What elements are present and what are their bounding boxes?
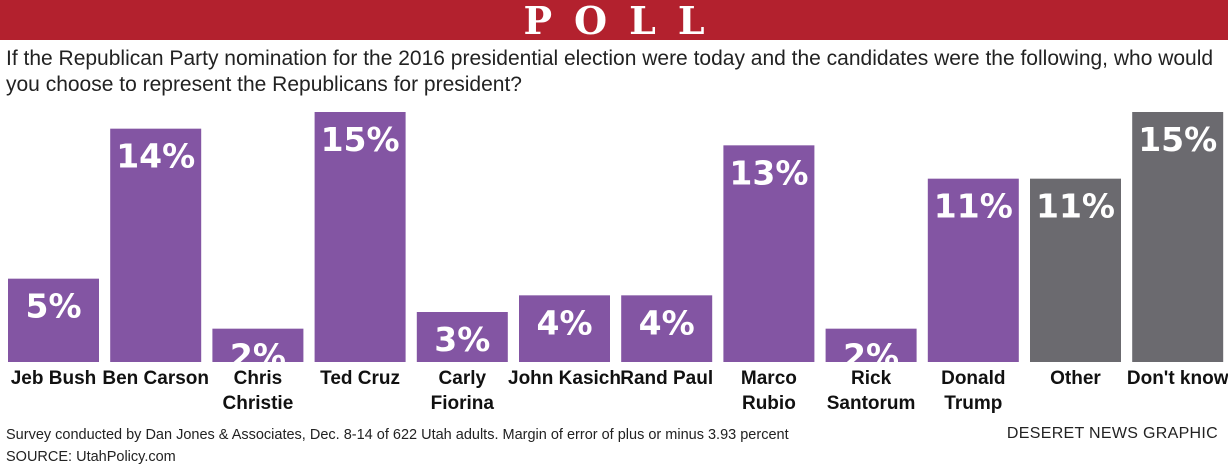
bar <box>212 328 304 362</box>
banner-title: POLL <box>523 0 727 43</box>
category-label: Carly Fiorina <box>431 368 495 414</box>
bar-value-label: 15% <box>1138 120 1217 159</box>
bar <box>927 178 1019 362</box>
category-label: Rick Santorum <box>827 368 916 414</box>
category-label: Other <box>1050 368 1101 389</box>
bar <box>416 312 508 362</box>
bar-value-label: 4% <box>639 303 695 342</box>
bar <box>110 128 202 362</box>
bar-value-label: 13% <box>729 153 808 192</box>
bar-value-label: 2% <box>230 337 286 376</box>
source-note: SOURCE: UtahPolicy.com <box>6 449 176 465</box>
category-label: Don't know <box>1127 368 1228 389</box>
graphic-credit: DESERET NEWS GRAPHIC <box>1006 425 1218 442</box>
category-label: Rand Paul <box>620 368 713 389</box>
category-label: Ben Carson <box>102 368 209 389</box>
bar-value-label: 5% <box>25 287 81 326</box>
bar <box>825 328 917 362</box>
header-banner <box>0 0 1228 40</box>
bar-value-label: 4% <box>536 303 592 342</box>
bar-value-label: 14% <box>116 137 195 176</box>
bar <box>621 295 713 362</box>
category-label: Chris Christie <box>223 368 294 414</box>
bar-value-label: 11% <box>1036 187 1115 226</box>
survey-note: Survey conducted by Dan Jones & Associat… <box>6 427 789 443</box>
bar-value-label: 2% <box>843 337 899 376</box>
bar-value-label: 15% <box>321 120 400 159</box>
category-label: Jeb Bush <box>11 368 97 389</box>
category-label: John Kasich <box>508 368 621 389</box>
category-label: Ted Cruz <box>320 368 400 389</box>
bar <box>723 145 815 362</box>
bar-value-label: 3% <box>434 320 490 359</box>
bar <box>519 295 610 362</box>
category-label: Donald Trump <box>941 368 1005 414</box>
bar <box>1030 178 1121 362</box>
bar <box>314 112 406 362</box>
footnote: Survey conducted by Dan Jones & Associat… <box>6 424 789 468</box>
bar <box>1132 112 1224 362</box>
bar-value-label: 11% <box>934 187 1013 226</box>
bar <box>8 278 99 362</box>
category-label: Marco Rubio <box>741 368 797 414</box>
poll-question: If the Republican Party nomination for t… <box>6 47 1214 96</box>
